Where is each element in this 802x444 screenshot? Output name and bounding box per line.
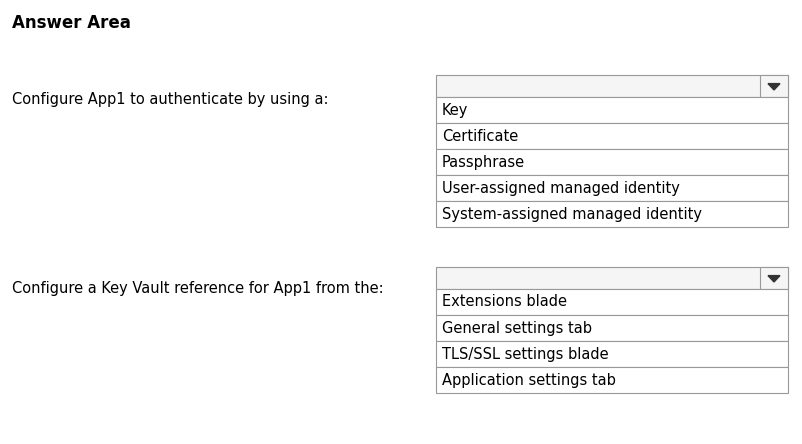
Text: System-assigned managed identity: System-assigned managed identity <box>441 206 701 222</box>
FancyBboxPatch shape <box>435 97 787 123</box>
FancyBboxPatch shape <box>435 149 787 175</box>
Text: Answer Area: Answer Area <box>12 14 131 32</box>
Text: Configure App1 to authenticate by using a:: Configure App1 to authenticate by using … <box>12 91 328 107</box>
FancyBboxPatch shape <box>435 289 787 315</box>
FancyBboxPatch shape <box>435 315 787 341</box>
FancyBboxPatch shape <box>435 341 787 367</box>
FancyBboxPatch shape <box>435 201 787 227</box>
Text: Key: Key <box>441 103 468 118</box>
FancyBboxPatch shape <box>759 75 787 97</box>
FancyBboxPatch shape <box>435 123 787 149</box>
Text: TLS/SSL settings blade: TLS/SSL settings blade <box>441 346 608 361</box>
Text: General settings tab: General settings tab <box>441 321 591 336</box>
Polygon shape <box>767 276 779 282</box>
FancyBboxPatch shape <box>435 75 787 97</box>
Text: Extensions blade: Extensions blade <box>441 294 566 309</box>
FancyBboxPatch shape <box>435 175 787 201</box>
FancyBboxPatch shape <box>435 267 787 289</box>
Text: User-assigned managed identity: User-assigned managed identity <box>441 181 679 195</box>
Text: Configure a Key Vault reference for App1 from the:: Configure a Key Vault reference for App1… <box>12 281 383 297</box>
Text: Certificate: Certificate <box>441 128 517 143</box>
Text: Passphrase: Passphrase <box>441 155 525 170</box>
FancyBboxPatch shape <box>759 267 787 289</box>
Text: Application settings tab: Application settings tab <box>441 373 615 388</box>
Polygon shape <box>767 83 779 90</box>
FancyBboxPatch shape <box>435 367 787 393</box>
